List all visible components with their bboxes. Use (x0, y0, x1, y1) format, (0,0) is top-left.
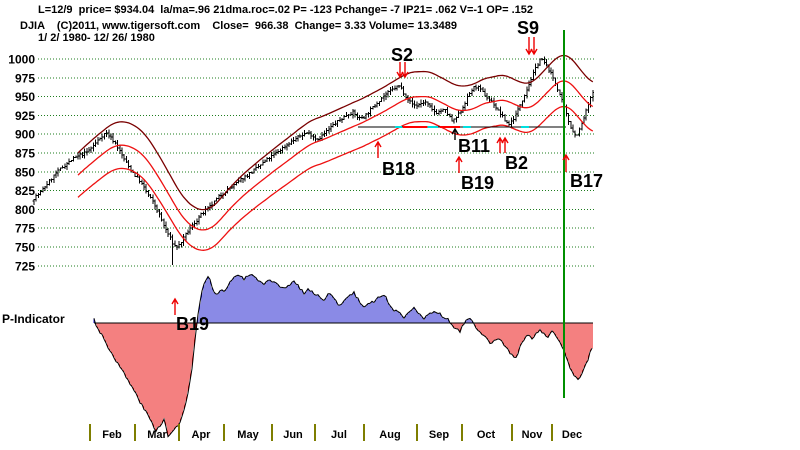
signal-arrow-down (530, 37, 538, 56)
ohlc-close-ticks (34, 58, 595, 248)
upper-band-line (77, 54, 594, 211)
month-label-Dec: Dec (562, 429, 582, 441)
month-label-Nov: Nov (522, 429, 544, 441)
y-axis-label-725: 725 (15, 259, 35, 273)
signal-arrow-down (396, 62, 404, 79)
annotation-label-S9: S9 (517, 18, 539, 38)
middle-band-line (77, 80, 594, 231)
month-label-Oct: Oct (477, 429, 496, 441)
month-axis: Feb Mar Apr May Jun Jul Aug Sep Oct Nov Dec (89, 424, 582, 441)
p-indicator-label: P-Indicator (2, 312, 65, 326)
annotation-label-B2: B2 (505, 153, 528, 173)
ohlc-open-ticks (32, 58, 593, 248)
month-label-Aug: Aug (379, 429, 400, 441)
month-label-Sep: Sep (429, 429, 449, 441)
y-axis-label-950: 950 (15, 90, 35, 104)
header-symbol-line: DJIA (C)2011, www.tigersoft.com Close= 9… (20, 20, 458, 32)
y-axis-label-900: 900 (15, 128, 35, 142)
annotation-B2-4: B2 (496, 136, 528, 173)
signal-arrow-up (496, 136, 504, 153)
signal-arrow-up (455, 155, 463, 173)
header-stats-line: L=12/9 price= $934.04 la/ma=.96 21dma.ro… (38, 4, 534, 16)
y-axis-label-975: 975 (15, 71, 35, 85)
annotation-label-S2: S2 (391, 45, 413, 65)
signal-arrow-down (525, 37, 533, 56)
y-axis-label-775: 775 (15, 222, 35, 236)
signal-arrow-down (401, 62, 409, 79)
annotation-B17-6: B17 (562, 153, 603, 191)
month-label-Feb: Feb (102, 429, 122, 441)
signal-arrow-up (374, 140, 382, 158)
annotation-B19-7: B19 (171, 297, 209, 334)
annotation-S2-0: S2 (391, 45, 413, 79)
signal-annotations: S2 S9 B18 B11 B2 B19 B17 B19 (171, 18, 603, 334)
moving-average-bands (77, 54, 594, 251)
month-label-Jun: Jun (283, 429, 303, 441)
signal-arrow-up (451, 127, 459, 140)
y-axis-label-800: 800 (15, 203, 35, 217)
y-axis-label-875: 875 (15, 147, 35, 161)
y-axis-label-925: 925 (15, 109, 35, 123)
indicator-negative-bars (95, 323, 593, 437)
annotation-label-B19: B19 (461, 173, 494, 193)
annotation-label-B18: B18 (382, 159, 415, 179)
signal-arrow-up (501, 136, 509, 153)
y-axis-label-850: 850 (15, 165, 35, 179)
annotation-B19-5: B19 (455, 155, 494, 193)
y-axis-labels: 1000 975 950 925 900 875 850 825 800 775 750 725 (8, 53, 35, 274)
indicator-positive-bars (93, 274, 473, 323)
annotation-S9-1: S9 (517, 18, 539, 56)
signal-arrow-up (171, 297, 179, 315)
month-label-Jul: Jul (331, 429, 347, 441)
y-axis-label-1000: 1000 (8, 53, 35, 67)
annotation-label-B19: B19 (176, 314, 209, 334)
indicator-envelope (93, 274, 593, 438)
annotation-label-B11: B11 (458, 136, 490, 156)
month-label-May: May (237, 429, 259, 441)
p-indicator-histogram (93, 274, 593, 438)
y-axis-label-825: 825 (15, 184, 35, 198)
annotation-B11-3: B11 (451, 127, 490, 156)
annotation-label-B17: B17 (570, 171, 603, 191)
y-axis-label-750: 750 (15, 241, 35, 255)
lower-band-line (77, 105, 594, 251)
month-label-Apr: Apr (192, 429, 212, 441)
annotation-B18-2: B18 (374, 140, 415, 179)
header-date-range: 1/ 2/ 1980- 12/ 26/ 1980 (38, 32, 155, 44)
signal-arrow-up (562, 153, 570, 172)
month-label-Mar: Mar (147, 429, 167, 441)
